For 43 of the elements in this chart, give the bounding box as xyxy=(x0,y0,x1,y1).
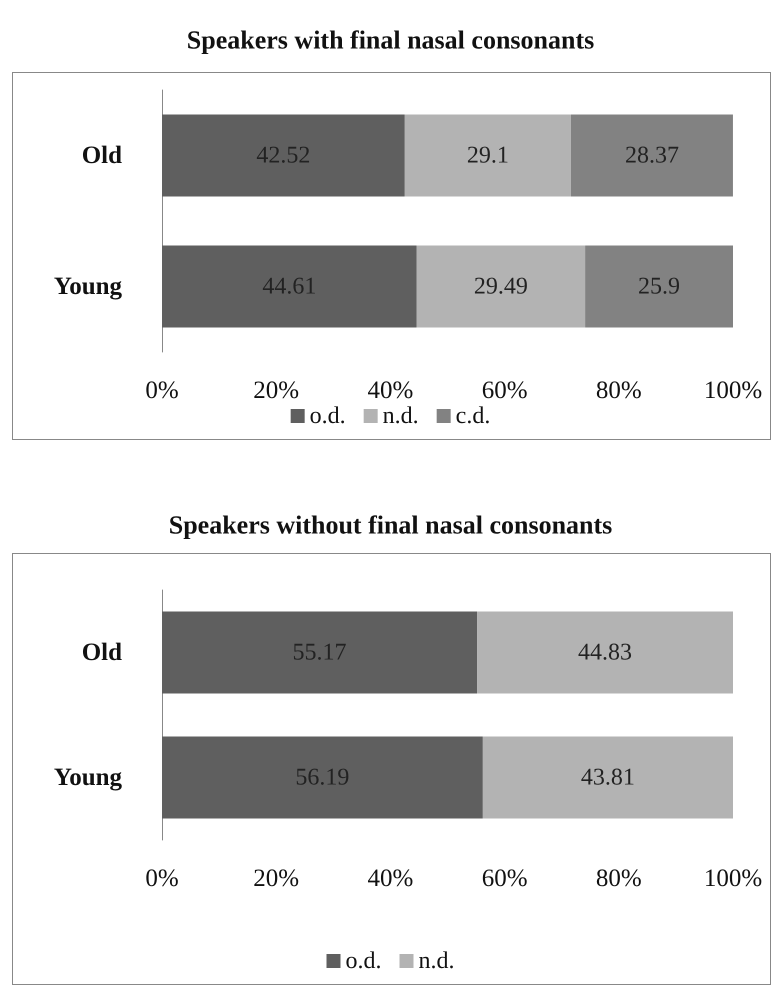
legend-label: o.d. xyxy=(310,403,346,429)
data-label: 25.9 xyxy=(638,274,680,300)
bar xyxy=(162,612,478,694)
x-tick-label: 60% xyxy=(482,865,528,892)
x-tick-label: 80% xyxy=(596,865,642,892)
legend-label: c.d. xyxy=(456,403,490,429)
y-tick-label: Old xyxy=(82,142,122,169)
x-tick-label: 0% xyxy=(145,377,179,404)
data-label: 44.83 xyxy=(578,640,632,666)
bar xyxy=(570,114,733,196)
data-label: 55.17 xyxy=(292,640,347,666)
x-tick-label: 100% xyxy=(704,865,762,892)
x-tick-label: 20% xyxy=(253,377,300,404)
bar xyxy=(482,736,733,818)
chart-title: Speakers without final nasal consonants xyxy=(168,510,612,540)
bar xyxy=(416,246,586,328)
bar xyxy=(162,114,405,196)
bar xyxy=(404,114,571,196)
y-tick-label: Old xyxy=(82,639,122,666)
bar xyxy=(477,612,733,694)
data-label: 44.61 xyxy=(262,274,316,300)
x-tick-label: 0% xyxy=(145,865,179,892)
x-tick-label: 100% xyxy=(704,377,762,404)
data-label: 29.49 xyxy=(474,274,528,300)
y-tick-label: Young xyxy=(54,764,122,791)
data-label: 42.52 xyxy=(256,142,310,168)
legend-label: o.d. xyxy=(346,948,382,974)
y-tick-label: Young xyxy=(54,273,122,300)
x-tick-label: 80% xyxy=(596,377,642,404)
data-label: 28.37 xyxy=(624,142,679,168)
legend-label: n.d. xyxy=(382,403,419,429)
x-tick-label: 20% xyxy=(253,865,300,892)
data-label: 29.1 xyxy=(466,142,509,168)
legend-label: n.d. xyxy=(418,948,454,974)
data-label: 56.19 xyxy=(295,764,350,790)
x-tick-label: 40% xyxy=(367,865,414,892)
bar xyxy=(162,736,483,818)
bar xyxy=(585,246,733,328)
x-tick-label: 60% xyxy=(482,377,528,404)
x-tick-label: 40% xyxy=(367,377,414,404)
data-label: 43.81 xyxy=(580,764,635,790)
chart-title: Speakers with final nasal consonants xyxy=(186,26,594,54)
bar xyxy=(162,246,417,328)
